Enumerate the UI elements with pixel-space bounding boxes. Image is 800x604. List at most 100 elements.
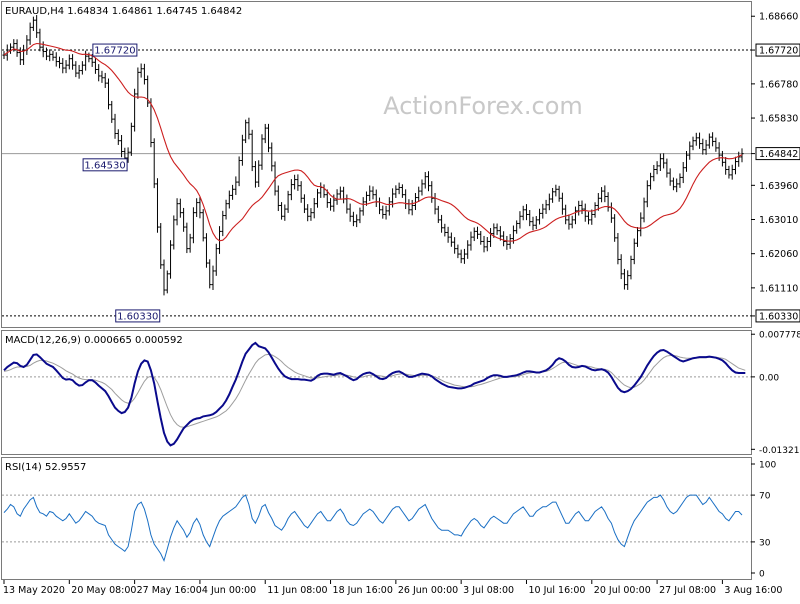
macd-tick-label: 0.007778 <box>751 331 800 341</box>
price-bar <box>655 161 659 175</box>
price-bar <box>348 203 352 222</box>
price-bar <box>15 39 19 57</box>
price-bar <box>662 153 666 169</box>
price-bar <box>296 174 300 191</box>
price-bar <box>658 153 662 172</box>
price-tick-label: 1.68660 <box>751 12 798 23</box>
price-bar <box>557 185 561 202</box>
price-bar <box>260 134 264 170</box>
price-bar <box>727 165 731 179</box>
price-bar <box>204 233 209 268</box>
price-bar <box>335 189 339 205</box>
price-bar <box>453 237 457 254</box>
price-bar <box>97 64 101 82</box>
price-tick-label: 1.63960 <box>751 181 798 192</box>
price-bar <box>61 58 65 74</box>
price-bar <box>57 56 62 69</box>
svg-text:30: 30 <box>759 538 771 548</box>
price-bar <box>413 193 418 211</box>
x-tick-label: 11 Jun 08:00 <box>264 580 328 596</box>
price-tick-label: 1.62060 <box>751 249 798 260</box>
price-bar <box>515 220 519 234</box>
moving-average-line <box>3 42 743 242</box>
price-bar <box>139 63 143 78</box>
price-bar <box>293 174 297 190</box>
price-bar <box>44 47 49 61</box>
price-bar <box>420 179 424 196</box>
price-bar <box>619 254 623 280</box>
price-bar <box>113 113 117 139</box>
price-bar <box>289 179 293 201</box>
price-bar <box>168 240 173 279</box>
svg-text:26 Jun 00:00: 26 Jun 00:00 <box>398 585 458 596</box>
price-bar <box>724 157 728 175</box>
price-bar <box>54 52 58 67</box>
price-bar <box>195 198 199 218</box>
price-bar <box>737 151 741 167</box>
price-bar <box>283 204 287 221</box>
price-bar <box>681 162 685 184</box>
rsi-line <box>3 494 743 563</box>
svg-text:1.67720: 1.67720 <box>94 46 135 57</box>
price-bar <box>505 235 509 250</box>
price-bar <box>472 227 476 242</box>
x-tick-label: 27 Jul 08:00 <box>656 580 716 596</box>
x-tick-label: 18 Jun 16:00 <box>330 580 393 596</box>
price-bar <box>35 15 39 38</box>
svg-text:-0.01321: -0.01321 <box>759 446 799 456</box>
x-tick-label: 3 Aug 16:00 <box>721 580 782 596</box>
price-bar <box>733 156 738 175</box>
price-annotation: 1.64530 <box>82 158 128 172</box>
svg-text:3 Aug 16:00: 3 Aug 16:00 <box>724 585 782 596</box>
price-bar <box>648 172 653 190</box>
price-bar <box>629 255 633 280</box>
price-bar <box>286 190 290 213</box>
price-bar <box>599 187 604 203</box>
x-tick-label: 4 Jun 00:00 <box>199 580 256 596</box>
price-bar <box>234 176 238 195</box>
price-bar <box>551 187 555 203</box>
svg-text:11 Jun 08:00: 11 Jun 08:00 <box>267 585 327 596</box>
price-bar <box>384 205 388 220</box>
x-tick-label: 27 May 16:00 <box>134 580 202 596</box>
price-bar <box>439 214 444 233</box>
price-bar <box>394 185 398 198</box>
price-bar <box>652 164 656 182</box>
price-bar <box>580 200 584 215</box>
price-bar <box>217 226 222 254</box>
price-bar <box>694 132 698 146</box>
price-bar <box>18 47 22 66</box>
price-bar <box>622 268 627 290</box>
price-bar <box>279 202 284 220</box>
price-bar <box>191 207 195 244</box>
price-bar <box>38 28 42 52</box>
price-bar <box>185 222 189 254</box>
price-bar <box>537 208 542 225</box>
price-bar <box>116 129 120 145</box>
price-bar <box>221 210 225 237</box>
price-bar <box>711 132 715 147</box>
svg-text:1.66780: 1.66780 <box>759 79 798 90</box>
price-tick-label: 1.67720 <box>751 43 800 57</box>
price-bar <box>77 64 81 79</box>
price-bar <box>583 203 587 222</box>
price-bar <box>250 129 254 172</box>
price-bar <box>338 186 342 199</box>
price-bar <box>368 185 372 201</box>
price-bar <box>325 189 329 208</box>
price-bar <box>456 244 460 259</box>
price-bar <box>547 193 551 211</box>
price-bar <box>645 180 649 208</box>
price-bar <box>188 233 192 253</box>
svg-text:100: 100 <box>759 461 776 471</box>
watermark: ActionForex.com <box>383 92 583 120</box>
macd-panel <box>1 330 752 455</box>
price-bar <box>635 226 640 247</box>
price-bar <box>707 133 711 149</box>
price-bar <box>544 199 548 214</box>
price-bar <box>198 196 202 219</box>
price-bar <box>74 61 78 78</box>
price-bar <box>257 160 261 187</box>
svg-text:0: 0 <box>759 570 765 580</box>
